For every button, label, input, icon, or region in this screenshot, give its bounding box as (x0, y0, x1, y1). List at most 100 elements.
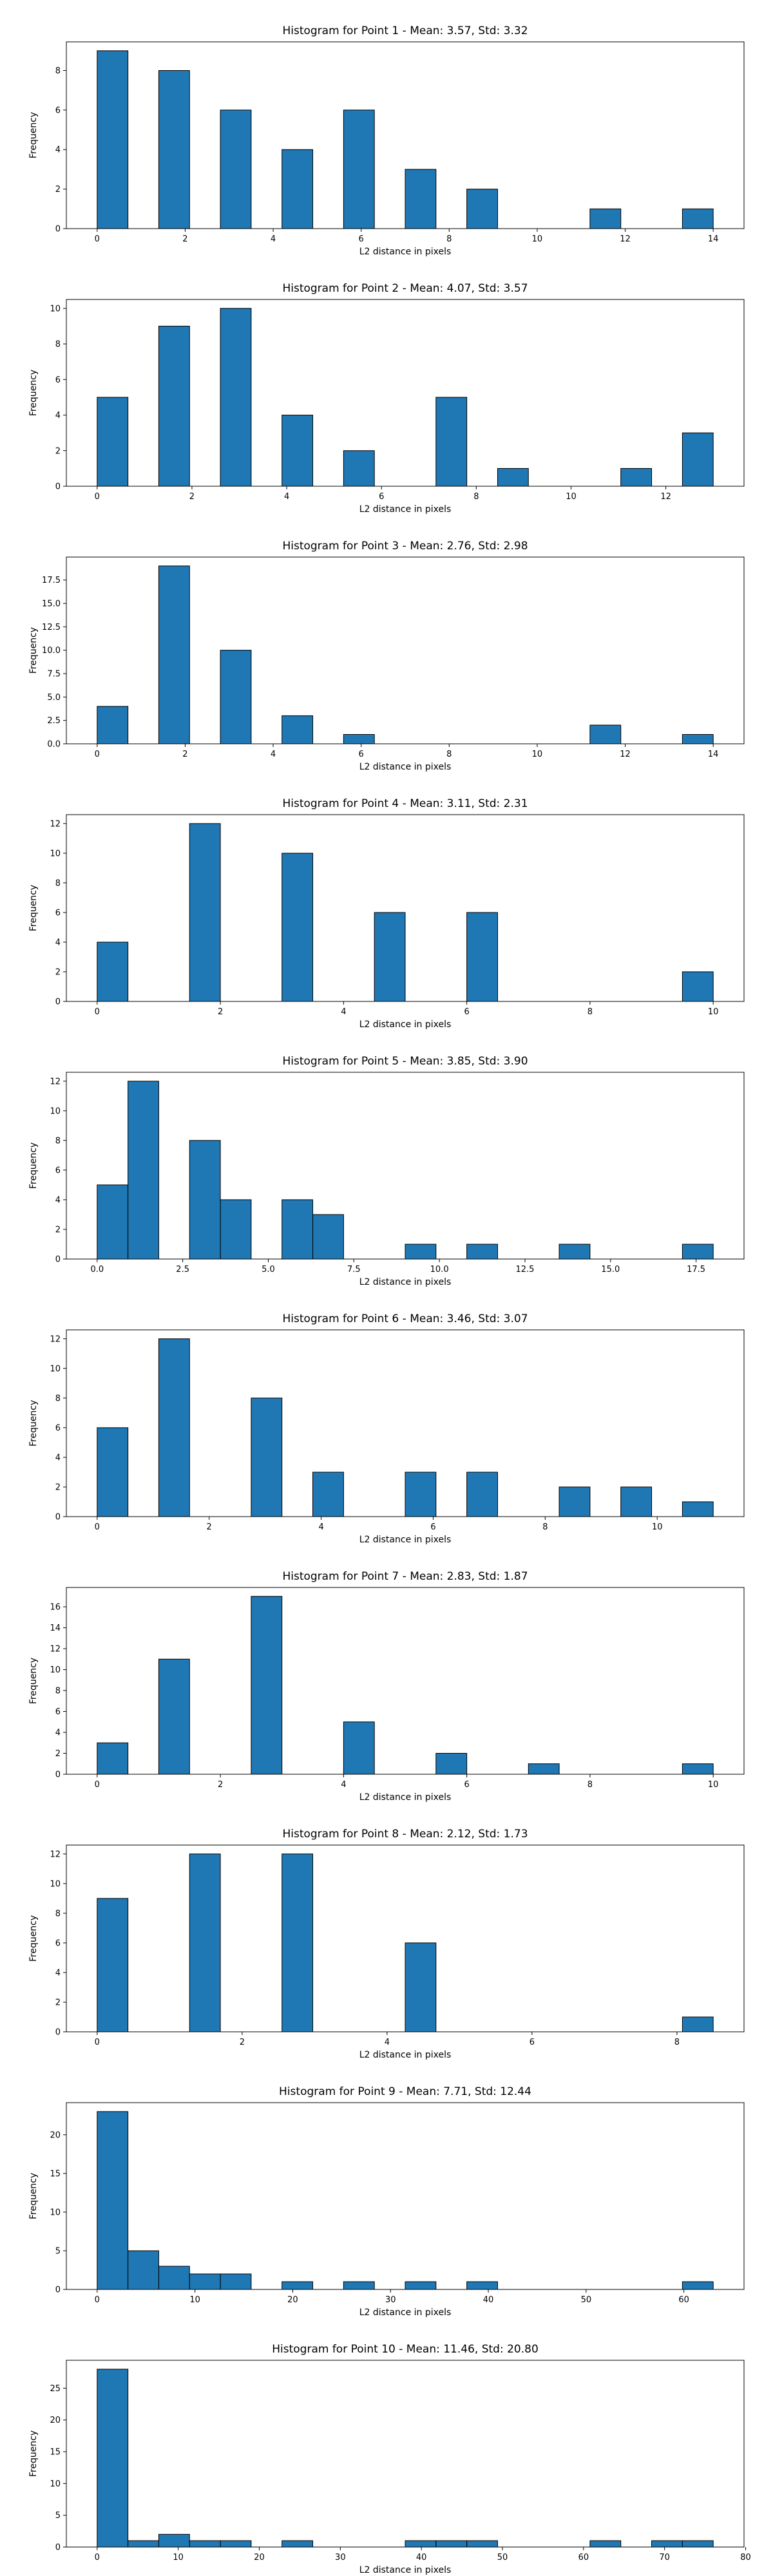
histogram-bar (282, 853, 314, 1002)
y-tick-label: 15 (50, 2169, 61, 2179)
histogram-bar (97, 1427, 129, 1517)
x-tick-label: 15.0 (601, 1265, 620, 1274)
y-tick-label: 2.5 (47, 716, 61, 726)
x-tick-label: 30 (335, 2553, 346, 2562)
x-tick-label: 0 (95, 2553, 100, 2562)
x-tick-label: 6 (379, 492, 384, 502)
x-tick-label: 8 (446, 750, 452, 759)
x-tick-label: 4 (284, 492, 289, 502)
y-tick-label: 8 (55, 66, 61, 76)
histogram-bar (682, 432, 714, 487)
histogram-bar (97, 1742, 129, 1775)
histogram-bar (97, 706, 129, 744)
y-tick-label: 0 (55, 998, 61, 1007)
y-tick-label: 17.5 (42, 576, 61, 585)
x-tick-label: 20 (287, 2295, 298, 2305)
plot-frame (66, 2102, 745, 2290)
x-tick-label: 2 (218, 1780, 223, 1790)
y-tick-label: 5.0 (47, 693, 61, 703)
y-tick-label: 20 (50, 2416, 61, 2425)
x-tick-label: 4 (271, 234, 276, 244)
x-tick-label: 6 (530, 2038, 535, 2047)
histogram-bar (128, 1081, 159, 1260)
histogram-bar (97, 2369, 129, 2548)
x-tick-label: 4 (271, 750, 276, 759)
histogram-bar (97, 2111, 129, 2290)
x-tick-label: 4 (385, 2038, 390, 2047)
plot-frame (66, 299, 745, 487)
histogram-bar (682, 2281, 714, 2290)
y-tick-label: 4 (55, 411, 61, 421)
histogram-bar (682, 1763, 714, 1775)
histogram-bar (435, 1753, 468, 1775)
x-tick-label: 40 (416, 2553, 427, 2562)
x-tick-label: 50 (497, 2553, 508, 2562)
y-tick-label: 12 (50, 1077, 61, 1086)
x-tick-label: 7.5 (347, 1265, 361, 1274)
x-tick-label: 0 (95, 2295, 100, 2305)
x-tick-label: 12 (620, 750, 631, 759)
y-tick-label: 6 (55, 1707, 61, 1717)
y-tick-label: 10 (50, 1665, 61, 1675)
y-tick-label: 12.5 (42, 623, 61, 632)
y-axis-label: Frequency (28, 112, 39, 158)
x-tick-label: 12 (660, 492, 671, 502)
histogram-bar (220, 308, 252, 487)
histogram-bar (189, 1140, 221, 1260)
histogram-bar (651, 2540, 683, 2548)
y-tick-label: 6 (55, 375, 61, 385)
histogram-bar (97, 397, 129, 487)
y-tick-label: 0 (55, 2286, 61, 2295)
plot-frame (66, 2360, 745, 2548)
y-tick-label: 7.5 (47, 669, 61, 679)
histogram-bar (251, 1596, 283, 1775)
plot-frame (66, 814, 745, 1002)
histogram-bar (251, 1397, 283, 1517)
y-axis-label: Frequency (28, 1658, 39, 1704)
y-tick-label: 10 (50, 2208, 61, 2217)
y-tick-label: 8 (55, 1687, 61, 1696)
histogram-chart-9: 0 10 20 30 40 50 60 0 5 10 15 20 Histogram for Point… (28, 2085, 745, 2318)
x-tick-label: 8 (473, 492, 479, 502)
x-tick-label: 10 (708, 1007, 719, 1017)
x-axis-label: L2 distance in pixels (359, 1019, 452, 1030)
x-tick-label: 10 (708, 1780, 719, 1790)
histogram-bar (589, 2540, 622, 2548)
y-tick-label: 16 (50, 1603, 61, 1613)
histogram-bar (97, 1898, 129, 2032)
histogram-bar (682, 2540, 714, 2548)
x-tick-label: 6 (359, 234, 364, 244)
x-tick-label: 6 (464, 1780, 469, 1790)
histogram-bar (682, 1244, 714, 1260)
histogram-bar (405, 1244, 437, 1260)
y-tick-label: 4 (55, 1195, 61, 1205)
histogram-bar (158, 1658, 190, 1775)
x-tick-label: 0 (95, 1780, 100, 1790)
x-axis-label: L2 distance in pixels (359, 2050, 452, 2060)
y-tick-label: 0 (55, 1770, 61, 1780)
x-tick-label: 6 (464, 1007, 469, 1017)
histogram-bar (405, 1942, 437, 2032)
histogram-bar (405, 169, 437, 229)
x-tick-label: 4 (318, 1522, 323, 1532)
y-tick-label: 10 (50, 2479, 61, 2489)
x-tick-label: 2 (182, 234, 187, 244)
x-tick-label: 20 (254, 2553, 265, 2562)
histogram-bar (497, 468, 529, 487)
histogram-bar (282, 715, 314, 744)
x-tick-label: 10 (532, 750, 543, 759)
x-tick-label: 6 (359, 750, 364, 759)
y-tick-label: 10 (50, 1364, 61, 1374)
y-tick-label: 4 (55, 938, 61, 947)
y-axis-label: Frequency (28, 2173, 39, 2219)
histogram-bar (189, 1853, 221, 2032)
histogram-chart-8: 0 2 4 6 8 0 2 4 6 8 10 12 Histogram for Point 8 - Me… (28, 1828, 745, 2060)
histogram-bar (312, 1214, 344, 1260)
y-tick-label: 2 (55, 446, 61, 456)
x-tick-label: 0 (95, 492, 100, 502)
x-tick-label: 4 (341, 1007, 346, 1017)
x-tick-label: 50 (581, 2295, 592, 2305)
histogram-bar (220, 109, 252, 229)
y-tick-label: 8 (55, 340, 61, 350)
histogram-bar (343, 109, 375, 229)
